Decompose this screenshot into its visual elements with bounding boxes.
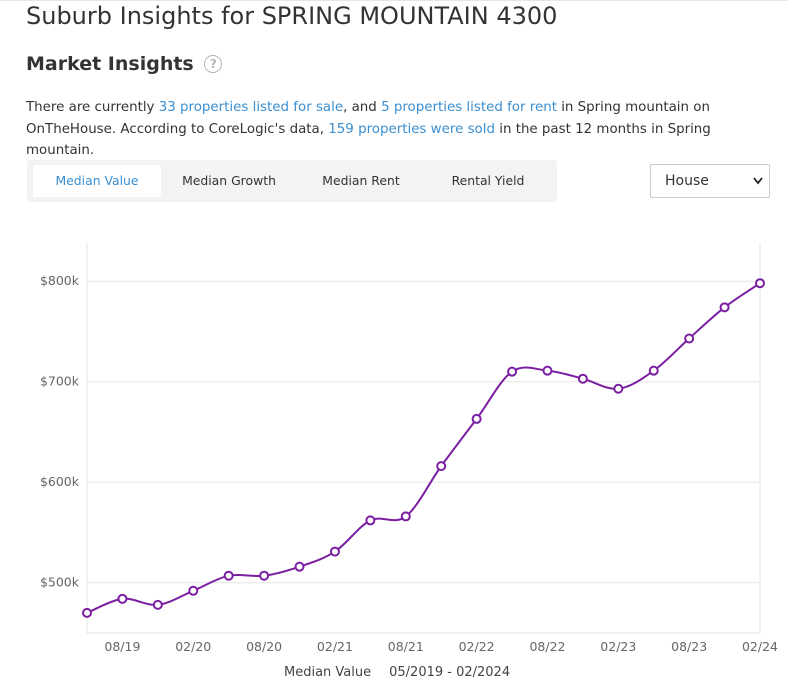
data-point[interactable] [613, 383, 624, 394]
data-points [82, 278, 765, 618]
y-tick-label: $800k [40, 273, 80, 288]
intro-text-4: in the past 12 months in Spring mountain… [26, 121, 711, 159]
x-tick-label: 02/21 [317, 639, 353, 654]
data-point[interactable] [365, 515, 376, 526]
intro-text-1: There are currently [26, 100, 159, 115]
properties-sold-link[interactable]: 159 properties were sold [328, 121, 495, 137]
data-point[interactable] [577, 373, 588, 384]
properties-for-sale-link[interactable]: 33 properties listed for sale [158, 100, 344, 115]
chart-grid [86, 243, 761, 634]
properties-for-rent-link[interactable]: 5 properties listed for rent [381, 100, 557, 115]
y-tick-label: $700k [40, 374, 80, 389]
footer-date-range: 05/2019 - 02/2024 [389, 665, 511, 680]
intro-text-2: , and [343, 100, 382, 115]
x-tick-label: 08/19 [104, 639, 140, 654]
data-point[interactable] [542, 365, 553, 376]
data-point[interactable] [436, 461, 447, 472]
data-point[interactable] [223, 570, 234, 581]
intro-paragraph: There are currently 33 properties listed… [26, 97, 776, 162]
chart-tabs: Median Value Median Growth Median Rent R… [27, 160, 557, 202]
chevron-down-icon [753, 165, 763, 211]
data-point[interactable] [648, 365, 659, 376]
x-axis-labels: 08/19 02/20 08/20 02/21 08/21 02/22 08/22 02/23… [104, 639, 778, 654]
top-divider [0, 0, 788, 1]
data-point[interactable] [329, 546, 340, 557]
property-type-select[interactable]: House [650, 164, 770, 198]
x-tick-label: 08/20 [246, 639, 282, 654]
x-tick-label: 08/23 [671, 639, 707, 654]
chart-footer: Median Value 05/2019 - 02/2024 [284, 665, 510, 680]
property-type-value: House [665, 173, 709, 189]
x-tick-label: 08/22 [529, 639, 565, 654]
data-point[interactable] [259, 570, 270, 581]
data-point[interactable] [755, 278, 765, 289]
data-point[interactable] [82, 607, 92, 618]
x-tick-label: 02/20 [175, 639, 211, 654]
question-circle-icon[interactable]: ? [204, 55, 223, 73]
data-point[interactable] [188, 585, 199, 596]
tab-median-rent[interactable]: Median Rent [322, 173, 400, 188]
y-tick-label: $500k [40, 575, 80, 590]
data-point[interactable] [400, 511, 411, 522]
data-point[interactable] [294, 561, 305, 572]
data-point[interactable] [471, 413, 482, 424]
data-point[interactable] [684, 333, 695, 344]
data-point[interactable] [507, 366, 518, 377]
y-tick-label: $600k [40, 474, 80, 489]
x-tick-label: 02/24 [742, 639, 778, 654]
data-point[interactable] [152, 599, 163, 610]
tab-median-growth[interactable]: Median Growth [182, 173, 276, 188]
x-tick-label: 08/21 [388, 639, 424, 654]
tab-median-value[interactable]: Median Value [33, 165, 161, 197]
series-line [86, 282, 761, 614]
section-title-text: Market Insights [26, 53, 194, 75]
x-tick-label: 02/23 [600, 639, 636, 654]
intro-text-3: in Spring mountain on OnTheHouse. Accord… [26, 100, 710, 137]
data-point[interactable] [117, 593, 128, 604]
page-title: Suburb Insights for SPRING MOUNTAIN 4300 [26, 2, 558, 30]
footer-series-label: Median Value [284, 665, 372, 680]
y-axis-labels: $500k $600k $700k $800k [40, 273, 80, 590]
tab-rental-yield[interactable]: Rental Yield [451, 173, 525, 188]
data-point[interactable] [719, 302, 730, 313]
x-tick-label: 02/22 [459, 639, 495, 654]
section-title: Market Insights ? [26, 53, 223, 75]
median-value-chart: $500k $600k $700k $800k 08/19 02/20 08/20 02/2… [40, 243, 778, 654]
